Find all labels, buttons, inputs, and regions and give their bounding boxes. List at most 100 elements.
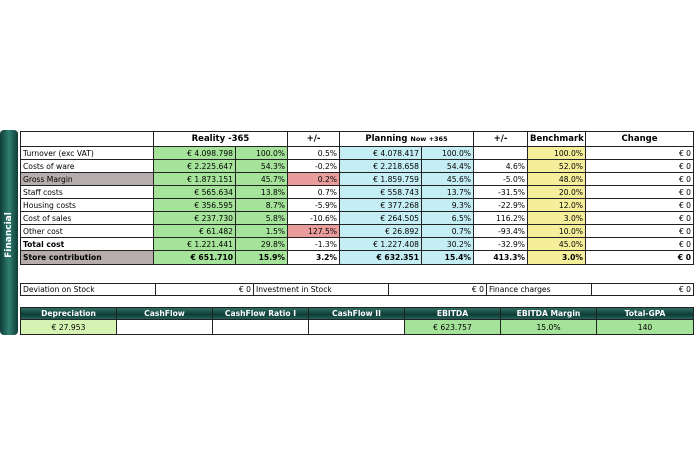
planning-value[interactable]: € 1.859.759 <box>339 172 422 186</box>
change-value[interactable]: € 0 <box>585 198 694 212</box>
kpi-table: Depreciation CashFlow CashFlow Ratio I C… <box>20 307 694 335</box>
planning-diff: 4.6% <box>473 159 529 173</box>
change-value[interactable]: € 0 <box>585 172 694 186</box>
planning-diff <box>473 146 529 160</box>
change-value[interactable]: € 0 <box>585 185 694 199</box>
planning-percent: 30.2% <box>420 237 475 251</box>
reality-percent: 8.7% <box>235 198 288 212</box>
deviation-on-stock-value[interactable]: € 0 <box>155 283 254 296</box>
reality-diff: 0.5% <box>287 146 340 160</box>
change-value[interactable]: € 0 <box>585 237 694 251</box>
table-row: Store contribution € 651.710 15.9% 3.2% … <box>20 250 694 265</box>
row-label: Turnover (exc VAT) <box>20 146 154 160</box>
row-label: Gross Margin <box>20 172 154 186</box>
table-row: Housing costs € 356.595 8.7% -5.9% € 377… <box>20 198 694 212</box>
planning-value[interactable]: € 26.892 <box>339 224 422 238</box>
benchmark-value[interactable]: 100.0% <box>527 146 587 160</box>
header-benchmark: Benchmark <box>527 131 587 147</box>
stock-row: Deviation on Stock € 0 Investment in Sto… <box>20 283 694 296</box>
header-planning-subtitle: Now +365 <box>410 135 448 143</box>
planning-percent: 100.0% <box>420 146 475 160</box>
reality-diff: -0.2% <box>287 159 340 173</box>
ebitda-header: EBITDA <box>404 307 501 320</box>
header-diff-reality: +/- <box>287 131 340 147</box>
ebitda-margin-value[interactable]: 15.0% <box>500 319 597 335</box>
reality-value[interactable]: € 2.225.647 <box>153 159 236 173</box>
benchmark-value[interactable]: 20.0% <box>527 185 587 199</box>
cashflow-value[interactable] <box>116 319 213 335</box>
planning-percent: 0.7% <box>420 224 475 238</box>
benchmark-value[interactable]: 3.0% <box>527 250 587 265</box>
planning-value[interactable]: € 558.743 <box>339 185 422 199</box>
header-change: Change <box>585 131 694 147</box>
change-value[interactable]: € 0 <box>585 159 694 173</box>
table-row: Other cost € 61.482 1.5% 127.5% € 26.892… <box>20 224 694 238</box>
planning-diff: -32.9% <box>473 237 529 251</box>
table-row: Gross Margin € 1.873.151 45.7% 0.2% € 1.… <box>20 172 694 186</box>
planning-percent: 15.4% <box>420 250 475 265</box>
change-value[interactable]: € 0 <box>585 211 694 225</box>
reality-percent: 29.8% <box>235 237 288 251</box>
reality-diff: 127.5% <box>287 224 340 238</box>
header-diff-planning: +/- <box>473 131 529 147</box>
cashflow-ratio-value[interactable] <box>212 319 309 335</box>
planning-value[interactable]: € 4.078.417 <box>339 146 422 160</box>
reality-value[interactable]: € 4.098.798 <box>153 146 236 160</box>
header-reality: Reality -365 <box>153 131 288 147</box>
financial-section-label: Financial <box>4 212 14 258</box>
depreciation-header: Depreciation <box>20 307 117 320</box>
reality-value[interactable]: € 237.730 <box>153 211 236 225</box>
planning-diff: -31.5% <box>473 185 529 199</box>
planning-percent: 6.5% <box>420 211 475 225</box>
row-label: Costs of ware <box>20 159 154 173</box>
ebitda-margin-header: EBITDA Margin <box>500 307 597 320</box>
row-label: Store contribution <box>20 250 154 265</box>
row-label: Housing costs <box>20 198 154 212</box>
benchmark-value[interactable]: 3.0% <box>527 211 587 225</box>
cashflow-ii-value[interactable] <box>308 319 405 335</box>
planning-percent: 54.4% <box>420 159 475 173</box>
benchmark-value[interactable]: 45.0% <box>527 237 587 251</box>
ebitda-value[interactable]: € 623.757 <box>404 319 501 335</box>
row-label: Total cost <box>20 237 154 251</box>
planning-percent: 45.6% <box>420 172 475 186</box>
planning-value[interactable]: € 1.227.408 <box>339 237 422 251</box>
reality-percent: 54.3% <box>235 159 288 173</box>
planning-value[interactable]: € 2.218.658 <box>339 159 422 173</box>
reality-percent: 5.8% <box>235 211 288 225</box>
benchmark-value[interactable]: 52.0% <box>527 159 587 173</box>
change-value[interactable]: € 0 <box>585 146 694 160</box>
planning-value[interactable]: € 377.268 <box>339 198 422 212</box>
cashflow-header: CashFlow <box>116 307 213 320</box>
finance-charges-value[interactable]: € 0 <box>591 283 694 296</box>
depreciation-value[interactable]: € 27.953 <box>20 319 117 335</box>
row-label: Cost of sales <box>20 211 154 225</box>
planning-diff: 116.2% <box>473 211 529 225</box>
reality-value[interactable]: € 651.710 <box>153 250 236 265</box>
benchmark-value[interactable]: 48.0% <box>527 172 587 186</box>
reality-value[interactable]: € 1.873.151 <box>153 172 236 186</box>
planning-diff: -93.4% <box>473 224 529 238</box>
reality-value[interactable]: € 1.221.441 <box>153 237 236 251</box>
reality-value[interactable]: € 356.595 <box>153 198 236 212</box>
financial-section-tab[interactable]: Financial <box>0 130 18 335</box>
investment-in-stock-label: Investment in Stock <box>253 283 389 296</box>
planning-percent: 13.7% <box>420 185 475 199</box>
total-gpa-value[interactable]: 140 <box>596 319 694 335</box>
header-label <box>20 131 154 147</box>
row-label: Other cost <box>20 224 154 238</box>
planning-percent: 9.3% <box>420 198 475 212</box>
benchmark-value[interactable]: 10.0% <box>527 224 587 238</box>
change-value[interactable]: € 0 <box>585 224 694 238</box>
investment-in-stock-value[interactable]: € 0 <box>388 283 487 296</box>
planning-value[interactable]: € 632.351 <box>339 250 422 265</box>
benchmark-value[interactable]: 12.0% <box>527 198 587 212</box>
kpi-header-row: Depreciation CashFlow CashFlow Ratio I C… <box>20 307 694 320</box>
planning-diff: -22.9% <box>473 198 529 212</box>
reality-diff: -5.9% <box>287 198 340 212</box>
change-value[interactable]: € 0 <box>585 250 694 265</box>
reality-value[interactable]: € 61.482 <box>153 224 236 238</box>
reality-value[interactable]: € 565.634 <box>153 185 236 199</box>
planning-value[interactable]: € 264.505 <box>339 211 422 225</box>
deviation-on-stock-label: Deviation on Stock <box>20 283 156 296</box>
